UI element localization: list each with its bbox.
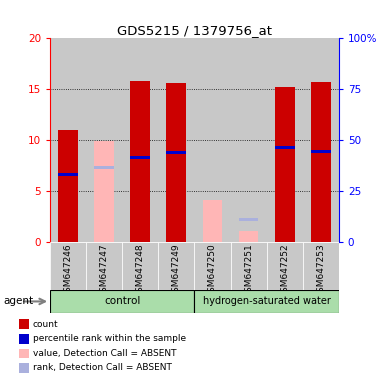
Bar <box>50 242 86 290</box>
Bar <box>194 290 339 313</box>
Bar <box>194 38 231 242</box>
Bar <box>158 38 194 242</box>
Text: GSM647248: GSM647248 <box>136 243 145 298</box>
Bar <box>231 242 266 290</box>
Text: GSM647251: GSM647251 <box>244 243 253 298</box>
Bar <box>131 81 150 242</box>
Bar <box>86 38 122 242</box>
Bar <box>194 242 231 290</box>
Bar <box>203 200 223 242</box>
Bar <box>122 38 158 242</box>
Bar <box>311 82 331 242</box>
Bar <box>303 242 339 290</box>
Bar <box>239 231 258 242</box>
Bar <box>166 83 186 242</box>
Text: GSM647253: GSM647253 <box>316 243 325 298</box>
Text: GSM647247: GSM647247 <box>100 243 109 298</box>
Bar <box>86 242 122 290</box>
Bar <box>50 290 194 313</box>
Bar <box>311 150 331 153</box>
Bar <box>122 38 158 242</box>
Text: GSM647250: GSM647250 <box>208 243 217 298</box>
Bar <box>94 141 114 242</box>
Title: GDS5215 / 1379756_at: GDS5215 / 1379756_at <box>117 24 272 37</box>
Text: control: control <box>104 296 141 306</box>
Bar <box>194 38 231 242</box>
Bar <box>275 146 295 149</box>
Bar <box>303 38 339 242</box>
Text: GSM647246: GSM647246 <box>64 243 73 298</box>
Bar <box>158 242 194 290</box>
Text: rank, Detection Call = ABSENT: rank, Detection Call = ABSENT <box>33 363 172 372</box>
Text: count: count <box>33 319 59 329</box>
Bar <box>266 38 303 242</box>
Bar <box>122 242 158 290</box>
Bar <box>86 38 122 242</box>
Bar <box>303 38 339 242</box>
Bar <box>158 38 194 242</box>
Bar <box>58 173 78 176</box>
Bar <box>231 38 266 242</box>
Text: agent: agent <box>4 296 34 306</box>
Bar <box>266 242 303 290</box>
Text: GSM647249: GSM647249 <box>172 243 181 298</box>
Bar <box>50 38 86 242</box>
Text: value, Detection Call = ABSENT: value, Detection Call = ABSENT <box>33 349 176 358</box>
Text: percentile rank within the sample: percentile rank within the sample <box>33 334 186 343</box>
Text: GSM647252: GSM647252 <box>280 243 289 298</box>
Bar <box>275 87 295 242</box>
Bar <box>58 130 78 242</box>
Bar <box>94 166 114 169</box>
Bar <box>131 156 150 159</box>
Text: hydrogen-saturated water: hydrogen-saturated water <box>203 296 331 306</box>
Bar <box>231 38 266 242</box>
Bar <box>239 218 258 221</box>
Bar <box>50 38 86 242</box>
Bar <box>166 151 186 154</box>
Bar <box>266 38 303 242</box>
